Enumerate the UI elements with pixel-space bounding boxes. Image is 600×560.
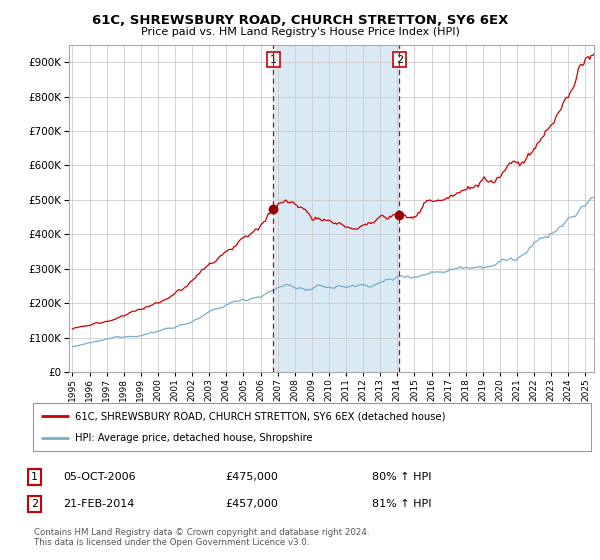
Text: 2: 2 [31, 499, 38, 509]
Text: 81% ↑ HPI: 81% ↑ HPI [372, 499, 431, 509]
Text: 05-OCT-2006: 05-OCT-2006 [63, 472, 136, 482]
Text: 1: 1 [31, 472, 38, 482]
Text: 1: 1 [270, 55, 277, 64]
Text: Price paid vs. HM Land Registry's House Price Index (HPI): Price paid vs. HM Land Registry's House … [140, 27, 460, 37]
Text: Contains HM Land Registry data © Crown copyright and database right 2024.
This d: Contains HM Land Registry data © Crown c… [34, 528, 370, 547]
Text: 80% ↑ HPI: 80% ↑ HPI [372, 472, 431, 482]
Text: £457,000: £457,000 [225, 499, 278, 509]
Bar [274, 45, 400, 372]
Text: 2: 2 [396, 55, 403, 64]
Text: 21-FEB-2014: 21-FEB-2014 [63, 499, 134, 509]
Text: £475,000: £475,000 [225, 472, 278, 482]
Text: HPI: Average price, detached house, Shropshire: HPI: Average price, detached house, Shro… [75, 433, 313, 443]
Text: 61C, SHREWSBURY ROAD, CHURCH STRETTON, SY6 6EX (detached house): 61C, SHREWSBURY ROAD, CHURCH STRETTON, S… [75, 411, 445, 421]
Text: 61C, SHREWSBURY ROAD, CHURCH STRETTON, SY6 6EX: 61C, SHREWSBURY ROAD, CHURCH STRETTON, S… [92, 14, 508, 27]
